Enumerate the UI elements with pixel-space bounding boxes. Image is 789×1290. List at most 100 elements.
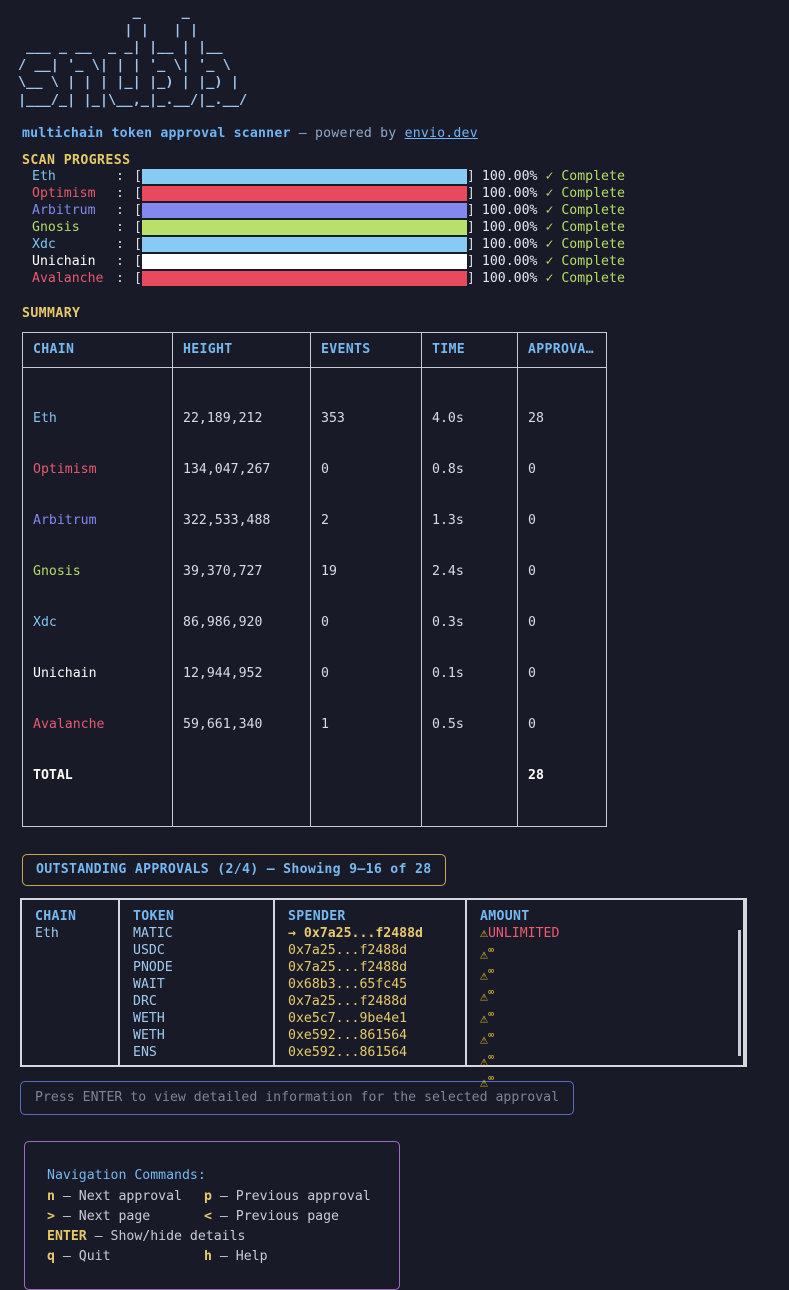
table-row[interactable]: 0xe592...861564 — [288, 1027, 408, 1043]
table-row[interactable]: ⚠UNLIMITED — [480, 925, 743, 942]
progress-bar-fill — [141, 202, 467, 218]
warning-icon: ⚠ — [480, 968, 488, 984]
summary-time-cells: 4.0s 0.8s 1.3s 2.4s 0.3s 0.1s 0.5s — [421, 366, 518, 827]
summary-total-label: TOTAL — [33, 767, 73, 783]
nav-right-pair[interactable]: h — Help — [204, 1247, 268, 1267]
table-row[interactable]: ⚠∞ — [480, 1070, 743, 1091]
progress-row: Eth:[] 100.00% ✓ Complete — [32, 168, 625, 184]
envio-link[interactable]: envio.dev — [404, 125, 478, 141]
summary-header-approvals: APPROVA… — [517, 331, 607, 368]
table-row: 2.4s — [432, 563, 464, 579]
navigation-commands-box: Navigation Commands: n — Next approval p … — [24, 1140, 400, 1290]
table-row[interactable]: WETH — [133, 1027, 165, 1043]
nav-right-pair[interactable]: < — Previous page — [204, 1207, 339, 1227]
summary-total-height — [183, 767, 300, 784]
summary-header-height: HEIGHT — [172, 331, 311, 368]
table-row: 0.3s — [432, 614, 464, 630]
table-row: 2 — [321, 512, 329, 528]
progress-bar-fill — [141, 168, 467, 184]
amount-value: ∞ — [487, 944, 494, 956]
navigation-line: > — Next page < — Previous page — [47, 1207, 399, 1227]
nav-label: — Help — [211, 1248, 268, 1264]
table-row[interactable]: 0x7a25...f2488d — [288, 959, 408, 975]
table-row[interactable]: 0x7a25...f2488d — [288, 942, 408, 958]
nav-left-pair[interactable]: q — Quit — [47, 1247, 204, 1267]
table-row[interactable]: ⚠∞ — [480, 963, 743, 984]
table-row: 0.1s — [432, 665, 464, 681]
table-row[interactable]: WAIT — [133, 976, 165, 992]
table-row: 1 — [321, 716, 329, 732]
amount-value: ∞ — [487, 965, 494, 977]
nav-key: p — [204, 1188, 212, 1204]
progress-bar-fill — [141, 185, 467, 201]
table-row: 0 — [528, 614, 536, 630]
table-row: 0.5s — [432, 716, 464, 732]
progress-chain-label: Avalanche — [32, 270, 104, 286]
approvals-scrollbar[interactable] — [738, 929, 741, 1056]
amount-value: UNLIMITED — [487, 925, 560, 941]
amount-value: ∞ — [487, 1008, 494, 1020]
amount-value: ∞ — [487, 1030, 494, 1042]
scan-progress-title: SCAN PROGRESS — [22, 152, 131, 168]
progress-chain-label: Gnosis — [32, 219, 80, 235]
table-row[interactable]: ⚠∞ — [480, 1049, 743, 1070]
table-row[interactable]: ⚠∞ — [480, 1006, 743, 1027]
table-row[interactable]: ENS — [133, 1044, 157, 1060]
nav-left-pair[interactable]: n — Next approval — [47, 1187, 204, 1207]
table-row[interactable]: 0xe592...861564 — [288, 1044, 408, 1060]
summary-chain-cells: Eth Optimism Arbitrum Gnosis Xdc Unichai… — [22, 366, 173, 827]
tagline-dash: — — [290, 125, 316, 141]
table-row: Arbitrum — [33, 512, 97, 528]
navigation-line: q — Quit h — Help — [47, 1247, 399, 1267]
nav-key: n — [47, 1188, 55, 1204]
nav-left-pair[interactable]: > — Next page — [47, 1207, 204, 1227]
table-row: 19 — [321, 563, 337, 579]
progress-row: Avalanche:[] 100.00% ✓ Complete — [32, 270, 625, 286]
table-row[interactable]: ⚠∞ — [480, 984, 743, 1005]
nav-key: > — [47, 1208, 55, 1224]
table-row: 12,944,952 — [183, 665, 263, 681]
table-row: 0 — [528, 716, 536, 732]
progress-percent: 100.00% — [481, 236, 538, 252]
table-row[interactable]: 0x7a25...f2488d — [288, 993, 408, 1009]
nav-left-pair[interactable]: ENTER — Show/hide details — [47, 1227, 246, 1247]
table-row[interactable]: MATIC — [133, 925, 173, 941]
table-row[interactable]: ⚠∞ — [480, 942, 743, 963]
approvals-header-chain: CHAIN — [35, 908, 77, 924]
tagline: multichain token approval scanner — powe… — [22, 126, 789, 141]
table-row: 28 — [528, 410, 544, 426]
table-row[interactable]: 0x68b3...65fc45 — [288, 976, 408, 992]
progress-percent: 100.00% — [481, 185, 538, 201]
summary-total-events — [321, 767, 411, 784]
summary-total-approvals: 28 — [528, 767, 544, 783]
approvals-column-token: TOKEN MATIC USDC PNODE WAIT DRC WETH WET… — [120, 899, 275, 1065]
nav-key: ENTER — [47, 1228, 87, 1244]
approvals-header-amount: AMOUNT — [480, 908, 530, 924]
table-row: 0 — [528, 563, 536, 579]
table-row[interactable]: PNODE — [133, 959, 173, 975]
progress-row: Optimism:[] 100.00% ✓ Complete — [32, 185, 625, 201]
warning-icon: ⚠ — [480, 1075, 488, 1091]
table-row[interactable]: USDC — [133, 942, 165, 958]
amount-value: ∞ — [487, 1051, 494, 1063]
table-row: Xdc — [33, 614, 57, 630]
table-row[interactable]: 0xe5c7...9be4e1 — [288, 1010, 408, 1026]
progress-bar-fill — [141, 270, 467, 286]
table-row: 86,986,920 — [183, 614, 263, 630]
table-row-selected[interactable]: → 0x7a25...f2488d — [288, 925, 465, 942]
table-row[interactable]: ⚠∞ — [480, 1027, 743, 1048]
approvals-table[interactable]: CHAIN Eth TOKEN MATIC USDC PNODE WAIT DR… — [20, 897, 747, 1090]
table-row: Eth — [33, 410, 57, 426]
progress-percent: 100.00% — [481, 219, 538, 235]
table-row: Unichain — [33, 665, 97, 681]
table-row[interactable]: DRC — [133, 993, 157, 1009]
navigation-line: n — Next approval p — Previous approval — [47, 1187, 399, 1207]
nav-right-pair[interactable]: p — Previous approval — [204, 1187, 371, 1207]
summary-header-chain: CHAIN — [22, 331, 173, 368]
table-row: 0 — [528, 512, 536, 528]
outstanding-approvals-header[interactable]: OUTSTANDING APPROVALS (2/4) — Showing 9–… — [22, 853, 446, 886]
progress-percent: 100.00% — [481, 270, 538, 286]
summary-approvals-cells: 28 0 0 0 0 0 0 28 — [517, 366, 607, 827]
table-row[interactable]: WETH — [133, 1010, 165, 1026]
summary-table: CHAIN HEIGHT EVENTS TIME APPROVA… Eth Op… — [22, 331, 607, 827]
